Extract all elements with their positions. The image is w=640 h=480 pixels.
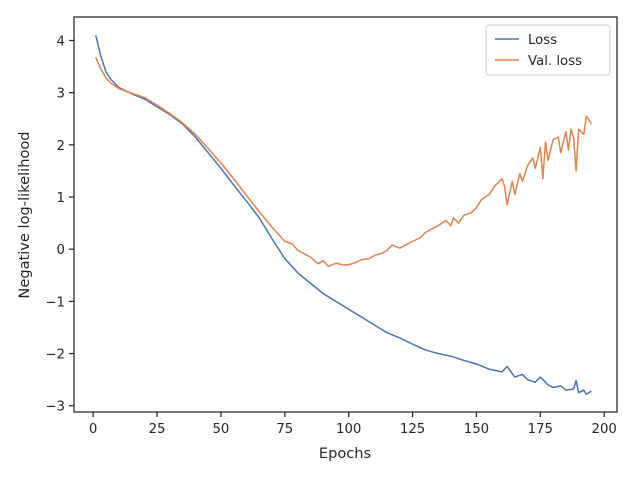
x-tick-label: 150 <box>464 422 489 437</box>
y-tick-label: 4 <box>57 34 65 49</box>
x-tick-label: 100 <box>336 422 361 437</box>
x-tick-label: 0 <box>89 422 97 437</box>
series-line-1 <box>95 56 593 268</box>
y-tick-label: 1 <box>57 191 65 206</box>
x-tick-label: 75 <box>276 422 293 437</box>
series-layer <box>94 35 593 396</box>
plot-area <box>74 17 617 412</box>
series-line-0 <box>94 35 592 396</box>
legend-label-0: Loss <box>528 33 557 48</box>
y-tick-label: −3 <box>45 400 65 415</box>
axes-frame <box>73 16 618 413</box>
x-tick-label: 200 <box>592 422 617 437</box>
axes-layer: 0 25 50 75 100 125 150 175 200 −3 −2 −1 0 1 2 3 4 <box>45 16 618 437</box>
x-tick-label: 50 <box>212 422 229 437</box>
x-tick-label: 125 <box>400 422 425 437</box>
x-tick-label: 175 <box>528 422 553 437</box>
y-tick-label: −2 <box>45 348 65 363</box>
plot-background <box>74 17 617 412</box>
x-tick-label: 25 <box>149 422 166 437</box>
y-axis-label: Negative log-likelihood <box>16 131 33 298</box>
legend: Loss Val. loss <box>485 24 611 76</box>
legend-label-1: Val. loss <box>528 54 582 69</box>
x-axis-label: Epochs <box>319 445 371 462</box>
y-tick-label: −1 <box>45 295 65 310</box>
y-tick-label: 3 <box>57 87 65 102</box>
legend-box <box>485 24 611 76</box>
y-tick-label: 0 <box>57 243 65 258</box>
y-tick-label: 2 <box>57 139 65 154</box>
